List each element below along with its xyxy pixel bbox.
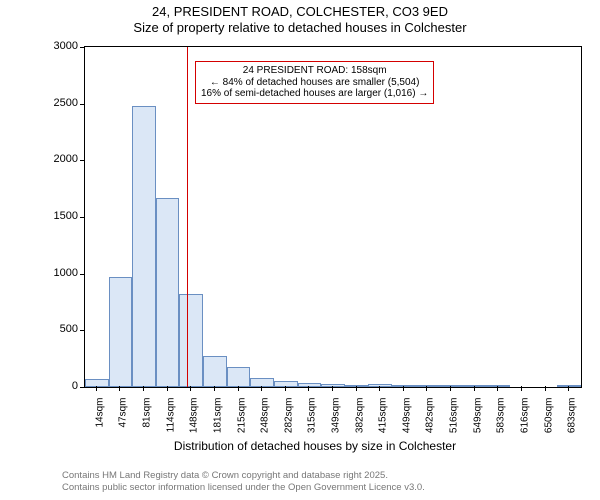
reference-vline [187, 47, 188, 387]
x-tick-mark [119, 386, 120, 391]
footer-line2: Contains public sector information licen… [62, 482, 425, 494]
x-tick-mark [143, 386, 144, 391]
bar [227, 367, 251, 387]
annotation-line3: 16% of semi-detached houses are larger (… [201, 88, 428, 100]
x-tick-label: 148sqm [189, 398, 200, 438]
y-tick-label: 1500 [38, 210, 78, 222]
bar [132, 106, 156, 387]
annotation-line2: ← 84% of detached houses are smaller (5,… [201, 77, 428, 89]
x-tick-mark [308, 386, 309, 391]
x-tick-label: 215sqm [236, 398, 247, 438]
bar [179, 294, 203, 387]
x-tick-label: 549sqm [472, 398, 483, 438]
x-tick-mark [214, 386, 215, 391]
x-tick-mark [332, 386, 333, 391]
y-tick-mark [80, 330, 85, 331]
y-tick-label: 1000 [38, 267, 78, 279]
x-tick-label: 382sqm [354, 398, 365, 438]
x-axis-title: Distribution of detached houses by size … [174, 439, 456, 453]
x-tick-mark [426, 386, 427, 391]
x-tick-label: 516sqm [449, 398, 460, 438]
bar [392, 385, 416, 387]
bar [109, 277, 133, 387]
footer-line1: Contains HM Land Registry data © Crown c… [62, 470, 425, 482]
bar [85, 379, 109, 387]
y-tick-label: 2000 [38, 153, 78, 165]
x-tick-mark [190, 386, 191, 391]
x-tick-label: 583sqm [496, 398, 507, 438]
y-tick-label: 0 [38, 380, 78, 392]
x-tick-label: 415sqm [378, 398, 389, 438]
title-line2: Size of property relative to detached ho… [0, 20, 600, 35]
x-tick-mark [545, 386, 546, 391]
x-tick-label: 248sqm [260, 398, 271, 438]
x-tick-label: 282sqm [283, 398, 294, 438]
chart-container: Number of detached properties 24 PRESIDE… [50, 46, 580, 416]
x-tick-mark [356, 386, 357, 391]
x-tick-label: 482sqm [425, 398, 436, 438]
x-tick-label: 47sqm [118, 398, 129, 438]
bar [203, 356, 227, 387]
chart-title-block: 24, PRESIDENT ROAD, COLCHESTER, CO3 9ED … [0, 0, 600, 35]
plot-area: 24 PRESIDENT ROAD: 158sqm ← 84% of detac… [84, 46, 582, 388]
y-tick-label: 3000 [38, 40, 78, 52]
y-tick-mark [80, 104, 85, 105]
x-tick-label: 349sqm [331, 398, 342, 438]
title-line1: 24, PRESIDENT ROAD, COLCHESTER, CO3 9ED [0, 4, 600, 19]
y-tick-label: 2500 [38, 97, 78, 109]
x-tick-mark [261, 386, 262, 391]
x-tick-label: 114sqm [165, 398, 176, 438]
x-tick-label: 315sqm [307, 398, 318, 438]
x-tick-label: 181sqm [212, 398, 223, 438]
x-tick-mark [238, 386, 239, 391]
x-tick-label: 650sqm [543, 398, 554, 438]
x-tick-mark [96, 386, 97, 391]
x-tick-mark [379, 386, 380, 391]
x-tick-label: 683sqm [567, 398, 578, 438]
y-tick-mark [80, 217, 85, 218]
bar [156, 198, 180, 387]
y-tick-mark [80, 387, 85, 388]
y-tick-label: 500 [38, 323, 78, 335]
x-tick-mark [521, 386, 522, 391]
x-tick-label: 616sqm [519, 398, 530, 438]
y-tick-mark [80, 47, 85, 48]
x-tick-mark [568, 386, 569, 391]
x-tick-mark [167, 386, 168, 391]
x-tick-mark [403, 386, 404, 391]
x-tick-label: 449sqm [401, 398, 412, 438]
x-tick-mark [497, 386, 498, 391]
annotation-box: 24 PRESIDENT ROAD: 158sqm ← 84% of detac… [195, 61, 434, 104]
x-tick-mark [474, 386, 475, 391]
x-tick-mark [450, 386, 451, 391]
x-tick-label: 81sqm [142, 398, 153, 438]
annotation-line1: 24 PRESIDENT ROAD: 158sqm [201, 65, 428, 77]
x-tick-mark [285, 386, 286, 391]
footer: Contains HM Land Registry data © Crown c… [62, 470, 425, 494]
x-tick-label: 14sqm [94, 398, 105, 438]
y-tick-mark [80, 160, 85, 161]
y-tick-mark [80, 274, 85, 275]
